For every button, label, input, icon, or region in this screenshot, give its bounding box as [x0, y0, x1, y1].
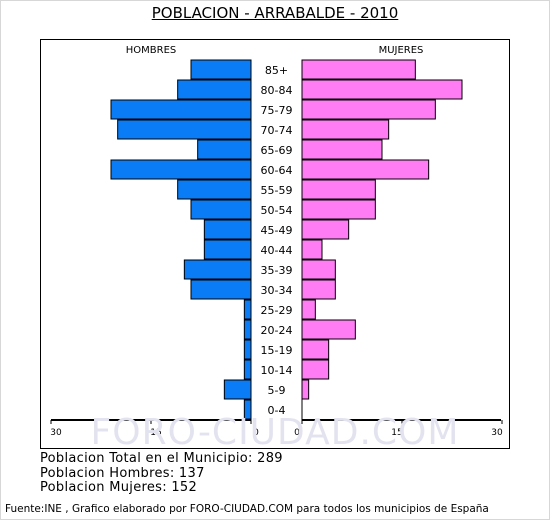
bar-mujeres-70-74	[301, 119, 390, 140]
bar-hombres-75-79	[110, 99, 252, 120]
age-label-65-69: 65-69	[261, 144, 293, 157]
age-label-25-29: 25-29	[261, 304, 293, 317]
bar-hombres-25-29	[243, 299, 252, 320]
age-label-85+: 85+	[265, 64, 288, 77]
bar-mujeres-25-29	[301, 299, 316, 320]
age-label-60-64: 60-64	[261, 164, 293, 177]
bar-hombres-65-69	[197, 139, 252, 160]
bar-mujeres-15-19	[301, 339, 330, 360]
bar-hombres-15-19	[243, 339, 252, 360]
age-label-0-4: 0-4	[268, 404, 286, 417]
bar-mujeres-5-9	[301, 379, 310, 400]
population-stats: Poblacion Total en el Municipio: 289 Pob…	[40, 451, 283, 496]
age-label-45-49: 45-49	[261, 224, 293, 237]
bar-mujeres-20-24	[301, 319, 356, 340]
bar-hombres-80-84	[177, 79, 252, 100]
bar-hombres-0-4	[243, 399, 252, 420]
age-label-15-19: 15-19	[261, 344, 293, 357]
bar-hombres-60-64	[110, 159, 252, 180]
tick-label-0: 30	[50, 428, 62, 438]
age-label-75-79: 75-79	[261, 104, 293, 117]
bar-hombres-10-14	[243, 359, 252, 380]
chart-title-text: POBLACION - ARRABALDE - 2010	[151, 4, 399, 22]
bar-hombres-45-49	[203, 219, 252, 240]
bar-mujeres-55-59	[301, 179, 376, 200]
bar-hombres-50-54	[190, 199, 252, 220]
bar-mujeres-45-49	[301, 219, 350, 240]
bar-hombres-40-44	[203, 239, 252, 260]
age-label-30-34: 30-34	[261, 284, 293, 297]
tick-label-3: 0	[294, 428, 300, 438]
tick-label-1: 15	[150, 428, 161, 438]
bar-mujeres-85+	[301, 59, 416, 80]
bar-mujeres-50-54	[301, 199, 376, 220]
chart-title: POBLACION - ARRABALDE - 2010	[0, 4, 550, 22]
age-label-80-84: 80-84	[261, 84, 293, 97]
age-label-70-74: 70-74	[261, 124, 293, 137]
bar-hombres-35-39	[183, 259, 252, 280]
tick-label-5: 30	[491, 428, 503, 438]
stat-total: Poblacion Total en el Municipio: 289	[40, 451, 283, 466]
bar-mujeres-60-64	[301, 159, 430, 180]
age-label-10-14: 10-14	[261, 364, 293, 377]
tick-label-4: 15	[391, 428, 402, 438]
age-label-20-24: 20-24	[261, 324, 293, 337]
bar-mujeres-30-34	[301, 279, 336, 300]
bar-hombres-5-9	[223, 379, 252, 400]
series-label-mujeres: MUJERES	[379, 45, 424, 56]
series-label-hombres: HOMBRES	[126, 45, 177, 56]
age-label-35-39: 35-39	[261, 264, 293, 277]
stat-mujeres: Poblacion Mujeres: 152	[40, 480, 198, 495]
bar-hombres-70-74	[117, 119, 252, 140]
bar-hombres-30-34	[190, 279, 252, 300]
source-footer: Fuente:INE , Grafico elaborado por FORO-…	[5, 503, 489, 515]
bar-mujeres-80-84	[301, 79, 463, 100]
age-label-55-59: 55-59	[261, 184, 293, 197]
bar-mujeres-10-14	[301, 359, 330, 380]
age-label-50-54: 50-54	[261, 204, 293, 217]
plot-area: HOMBRES MUJERES 85+ 80-84 75-79 70-74 65-69 60-…	[40, 39, 510, 449]
bar-hombres-55-59	[177, 179, 252, 200]
tick-label-2: 0	[253, 428, 259, 438]
pyramid-chart: HOMBRES MUJERES 85+ 80-84 75-79 70-74 65-69 60-…	[50, 45, 503, 438]
bar-mujeres-35-39	[301, 259, 336, 280]
bar-mujeres-40-44	[301, 239, 323, 260]
bar-mujeres-75-79	[301, 99, 436, 120]
age-label-40-44: 40-44	[261, 244, 293, 257]
bar-mujeres-65-69	[301, 139, 383, 160]
bar-hombres-85+	[190, 59, 252, 80]
bar-hombres-20-24	[243, 319, 252, 340]
stat-hombres: Poblacion Hombres: 137	[40, 465, 205, 481]
age-label-5-9: 5-9	[268, 384, 286, 397]
